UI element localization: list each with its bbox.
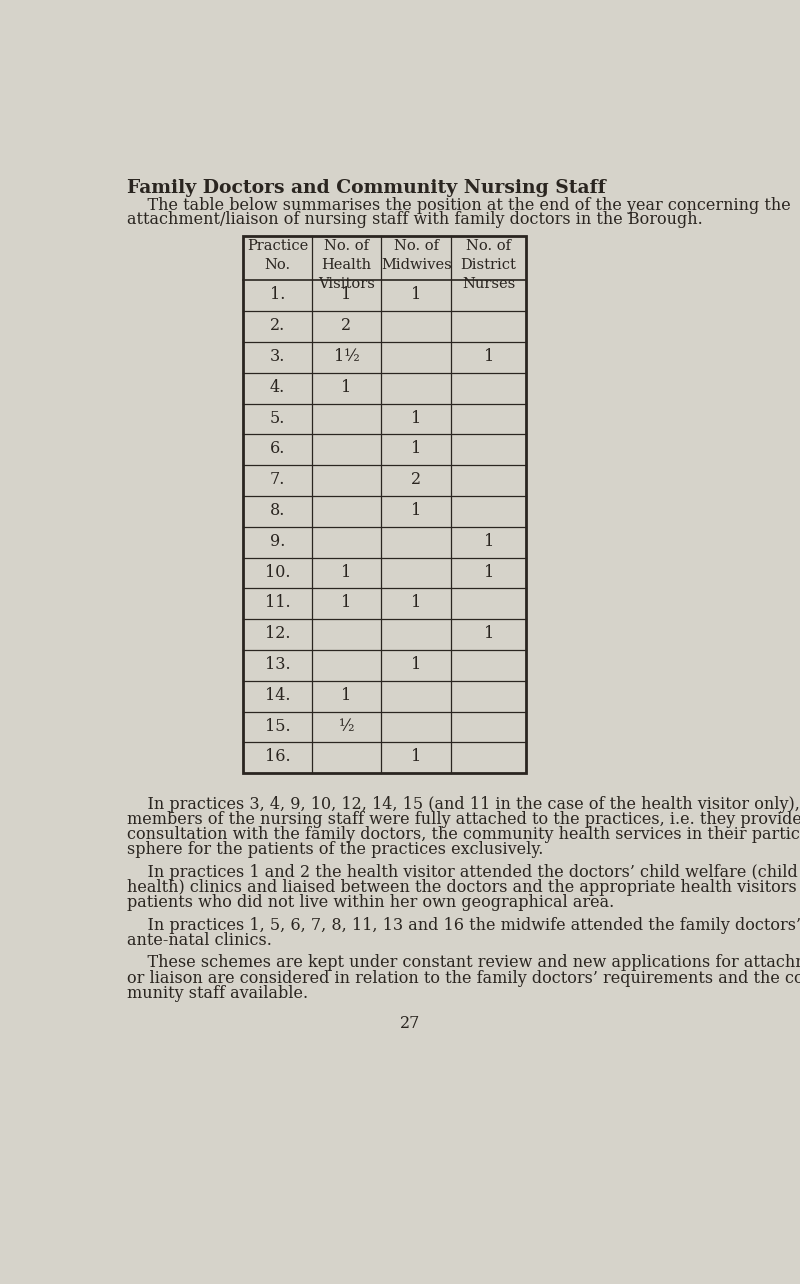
Text: ½: ½ (338, 718, 354, 734)
Text: 14.: 14. (265, 687, 290, 704)
Text: 6.: 6. (270, 440, 285, 457)
Text: 1½: 1½ (334, 348, 359, 365)
Text: The table below summarises the position at the end of the year concerning the: The table below summarises the position … (127, 198, 791, 214)
Text: 1: 1 (342, 594, 351, 611)
Text: 16.: 16. (265, 749, 290, 765)
Text: 1: 1 (411, 286, 422, 303)
Text: munity staff available.: munity staff available. (127, 985, 308, 1002)
Text: Family Doctors and Community Nursing Staff: Family Doctors and Community Nursing Sta… (127, 178, 606, 196)
Text: In practices 3, 4, 9, 10, 12, 14, 15 (and 11 in the case of the health visitor o: In practices 3, 4, 9, 10, 12, 14, 15 (an… (127, 796, 800, 813)
Text: 13.: 13. (265, 656, 290, 673)
Text: 2: 2 (342, 317, 351, 334)
Text: 5.: 5. (270, 410, 285, 426)
Text: 1: 1 (483, 533, 494, 550)
Text: 1: 1 (342, 564, 351, 580)
Text: 1: 1 (411, 656, 422, 673)
Text: 8.: 8. (270, 502, 285, 519)
Text: 1: 1 (483, 564, 494, 580)
Text: 1: 1 (483, 348, 494, 365)
Text: 1: 1 (342, 687, 351, 704)
Text: No. of
District
Nurses: No. of District Nurses (461, 239, 517, 290)
Text: 12.: 12. (265, 625, 290, 642)
Text: attachment/liaison of nursing staff with family doctors in the Borough.: attachment/liaison of nursing staff with… (127, 211, 703, 229)
Text: 1: 1 (342, 379, 351, 395)
Text: 1: 1 (411, 410, 422, 426)
Text: 3.: 3. (270, 348, 285, 365)
Text: 11.: 11. (265, 594, 290, 611)
Text: patients who did not live within her own geographical area.: patients who did not live within her own… (127, 894, 614, 912)
Text: ante-natal clinics.: ante-natal clinics. (127, 932, 272, 949)
Text: These schemes are kept under constant review and new applications for attachment: These schemes are kept under constant re… (127, 954, 800, 972)
Text: 1: 1 (411, 502, 422, 519)
Text: health) clinics and liaised between the doctors and the appropriate health visit: health) clinics and liaised between the … (127, 880, 800, 896)
Text: 1: 1 (411, 594, 422, 611)
Text: 1: 1 (411, 440, 422, 457)
Text: 4.: 4. (270, 379, 285, 395)
Text: In practices 1 and 2 the health visitor attended the doctors’ child welfare (chi: In practices 1 and 2 the health visitor … (127, 864, 798, 881)
Text: 2.: 2. (270, 317, 285, 334)
Text: 10.: 10. (265, 564, 290, 580)
Text: 1: 1 (411, 749, 422, 765)
Text: Practice
No.: Practice No. (247, 239, 308, 272)
Text: No. of
Midwives: No. of Midwives (381, 239, 451, 272)
Text: or liaison are considered in relation to the family doctors’ requirements and th: or liaison are considered in relation to… (127, 969, 800, 986)
Text: 7.: 7. (270, 471, 285, 488)
Text: 27: 27 (400, 1014, 420, 1032)
Text: 1: 1 (483, 625, 494, 642)
Text: In practices 1, 5, 6, 7, 8, 11, 13 and 16 the midwife attended the family doctor: In practices 1, 5, 6, 7, 8, 11, 13 and 1… (127, 917, 800, 933)
Text: consultation with the family doctors, the community health services in their par: consultation with the family doctors, th… (127, 827, 800, 844)
Text: sphere for the patients of the practices exclusively.: sphere for the patients of the practices… (127, 841, 543, 858)
Text: 9.: 9. (270, 533, 285, 550)
Text: 1: 1 (342, 286, 351, 303)
Text: 2: 2 (411, 471, 422, 488)
Text: 1.: 1. (270, 286, 285, 303)
Text: members of the nursing staff were fully attached to the practices, i.e. they pro: members of the nursing staff were fully … (127, 811, 800, 828)
Text: No. of
Health
Visitors: No. of Health Visitors (318, 239, 375, 290)
Text: 15.: 15. (265, 718, 290, 734)
